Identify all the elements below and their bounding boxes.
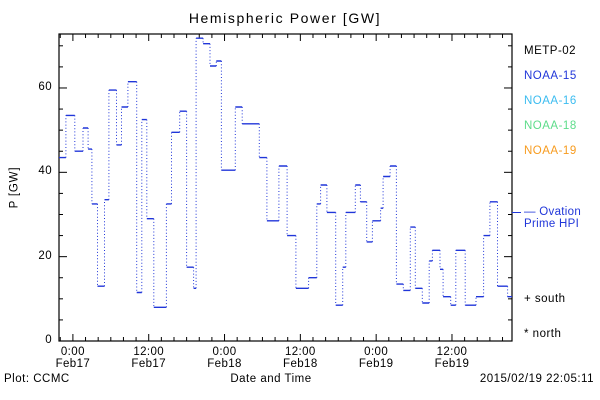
x-tick-label: 12:00 Feb19 bbox=[420, 346, 484, 370]
legend-item-noaa-16: NOAA-16 bbox=[524, 95, 577, 107]
x-tick-text: 0:00 bbox=[212, 346, 237, 358]
x-axis-label: Date and Time bbox=[230, 373, 312, 385]
y-tick-label: 40 bbox=[38, 165, 52, 178]
plot-border bbox=[58, 33, 513, 342]
x-tick-text: Feb17 bbox=[55, 358, 91, 370]
x-tick-text: Feb19 bbox=[434, 358, 470, 370]
x-tick-text: Feb18 bbox=[283, 358, 318, 370]
ovation-legend-dash bbox=[512, 212, 521, 213]
legend-item-metp-02: METP-02 bbox=[524, 45, 577, 57]
legend-item-noaa-15: NOAA-15 bbox=[524, 70, 577, 82]
x-tick-text: 0:00 bbox=[60, 346, 85, 358]
x-tick-label: 12:00 Feb17 bbox=[117, 346, 181, 370]
x-tick-text: Feb19 bbox=[358, 358, 394, 370]
x-tick-text: 12:00 bbox=[284, 346, 316, 358]
y-tick-label: 60 bbox=[38, 80, 52, 93]
plot-timestamp: 2015/02/19 22:05:11 bbox=[479, 373, 594, 385]
x-tick-text: Feb18 bbox=[207, 358, 242, 370]
hpi-step-horizontal bbox=[59, 37, 512, 308]
y-tick-label: 20 bbox=[38, 249, 52, 262]
hpi-step-vertical-dotted bbox=[65, 38, 509, 308]
x-tick-text: 0:00 bbox=[364, 346, 389, 358]
x-tick-label: 0:00 Feb19 bbox=[344, 346, 408, 370]
x-tick-label: 12:00 Feb18 bbox=[268, 346, 332, 370]
y-tick-label: 0 bbox=[45, 334, 52, 346]
ovation-legend-line2: Prime HPI bbox=[524, 218, 580, 230]
south-marker-legend: + south bbox=[524, 293, 566, 305]
x-tick-text: 12:00 bbox=[133, 346, 165, 358]
x-tick-label: 0:00 Feb17 bbox=[41, 346, 105, 370]
north-marker-legend: * north bbox=[524, 328, 562, 340]
chart-title: Hemispheric Power [GW] bbox=[188, 10, 382, 26]
x-tick-label: 0:00 Feb18 bbox=[193, 346, 257, 370]
legend-item-noaa-18: NOAA-18 bbox=[524, 120, 577, 132]
y-axis-label: P [GW] bbox=[8, 166, 21, 209]
plot-source-label: Plot: CCMC bbox=[4, 373, 70, 385]
x-tick-text: 12:00 bbox=[436, 346, 468, 358]
ovation-legend-line1: — Ovation bbox=[524, 206, 582, 218]
legend-item-noaa-19: NOAA-19 bbox=[524, 145, 577, 157]
x-tick-text: Feb17 bbox=[131, 358, 166, 370]
